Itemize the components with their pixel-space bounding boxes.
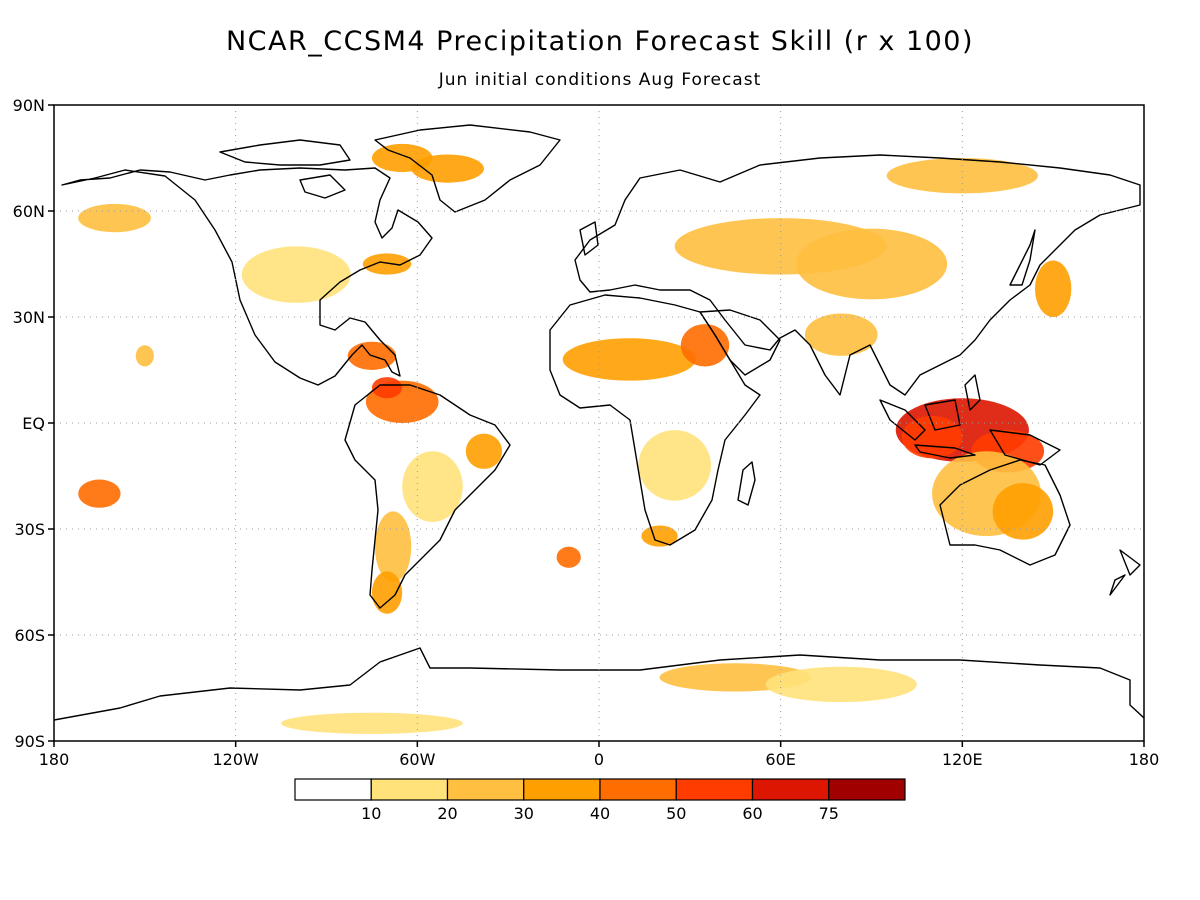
skill-region-13 xyxy=(135,345,154,367)
lon-label: 120W xyxy=(212,750,259,769)
skill-region-15 xyxy=(680,324,730,367)
lat-label: 90S xyxy=(14,732,45,751)
coastline-antarctica xyxy=(54,647,1144,721)
skill-region-4 xyxy=(992,483,1054,540)
colorbar-swatch xyxy=(751,778,830,801)
lon-label: 60W xyxy=(399,750,435,769)
lon-label: 180 xyxy=(39,750,70,769)
colorbar-label: 10 xyxy=(361,804,381,823)
colorbar-swatch xyxy=(675,778,754,801)
colorbar-swatch xyxy=(370,778,449,801)
skill-region-30 xyxy=(765,666,917,703)
coastline-africa xyxy=(549,294,761,546)
skill-region-10 xyxy=(374,511,412,582)
coastline-greenland xyxy=(374,124,561,213)
coastline-australia xyxy=(939,459,1071,566)
skill-region-17 xyxy=(641,525,678,547)
skill-region-16 xyxy=(638,430,712,501)
lon-label: 60E xyxy=(765,750,795,769)
lat-label: 60S xyxy=(14,626,45,645)
lon-label: 180 xyxy=(1129,750,1160,769)
skill-region-19 xyxy=(795,228,948,300)
skill-region-12 xyxy=(78,479,121,508)
coastline-japan xyxy=(1009,229,1036,286)
skill-region-9 xyxy=(402,451,463,522)
colorbar-label: 40 xyxy=(590,804,610,823)
skill-region-26 xyxy=(804,313,878,356)
skill-shading-layer xyxy=(78,143,1072,734)
lon-label: 0 xyxy=(594,750,604,769)
skill-region-6 xyxy=(371,377,403,399)
coastline-british-isles xyxy=(579,221,599,256)
skill-region-21 xyxy=(241,246,351,303)
lat-label: 90N xyxy=(13,96,45,115)
skill-region-31 xyxy=(281,712,463,734)
coastline-north-america xyxy=(61,167,433,386)
colorbar-swatch xyxy=(599,778,677,801)
skill-region-14 xyxy=(562,338,696,381)
lat-lon-grid xyxy=(54,105,1144,741)
skill-region-28 xyxy=(556,546,581,568)
skill-region-22 xyxy=(362,253,412,275)
colorbar-label: 50 xyxy=(666,804,686,823)
lat-label: 30N xyxy=(13,308,45,327)
latitude-labels: 90N 60N 30N EQ 30S 60S 90S xyxy=(13,96,54,751)
colorbar-swatch xyxy=(294,778,372,801)
colorbar-swatch xyxy=(446,778,525,801)
colorbar-label: 60 xyxy=(742,804,762,823)
map-title: NCAR_CCSM4 Precipitation Forecast Skill … xyxy=(225,26,975,57)
coastlines xyxy=(54,124,1144,721)
lat-label: 30S xyxy=(14,520,45,539)
coastline-maritime-continent xyxy=(879,374,1061,466)
colorbar: 10 20 30 40 50 60 75 xyxy=(294,778,906,823)
coastline-arabia xyxy=(699,309,781,376)
colorbar-label: 30 xyxy=(514,804,534,823)
longitude-labels: 180 120W 60W 0 60E 120E 180 xyxy=(39,741,1160,769)
colorbar-label: 20 xyxy=(437,804,457,823)
coastline-arctic-islands xyxy=(219,139,351,199)
colorbar-swatch xyxy=(523,778,601,801)
skill-region-25 xyxy=(78,203,151,233)
map-subtitle: Jun initial conditions Aug Forecast xyxy=(438,70,762,90)
coastline-madagascar xyxy=(737,461,756,506)
coastline-eurasia xyxy=(574,154,1141,396)
skill-region-20 xyxy=(886,158,1039,194)
coastline-south-america xyxy=(344,384,511,609)
skill-region-24 xyxy=(411,154,484,183)
lat-label: EQ xyxy=(22,414,45,433)
skill-region-27 xyxy=(1035,260,1072,317)
skill-region-11 xyxy=(371,571,403,614)
lat-label: 60N xyxy=(13,202,45,221)
skill-region-8 xyxy=(465,433,503,469)
colorbar-label: 75 xyxy=(819,804,839,823)
coastline-new-zealand xyxy=(1109,549,1141,596)
colorbar-swatch xyxy=(828,778,906,801)
lon-label: 120E xyxy=(942,750,983,769)
